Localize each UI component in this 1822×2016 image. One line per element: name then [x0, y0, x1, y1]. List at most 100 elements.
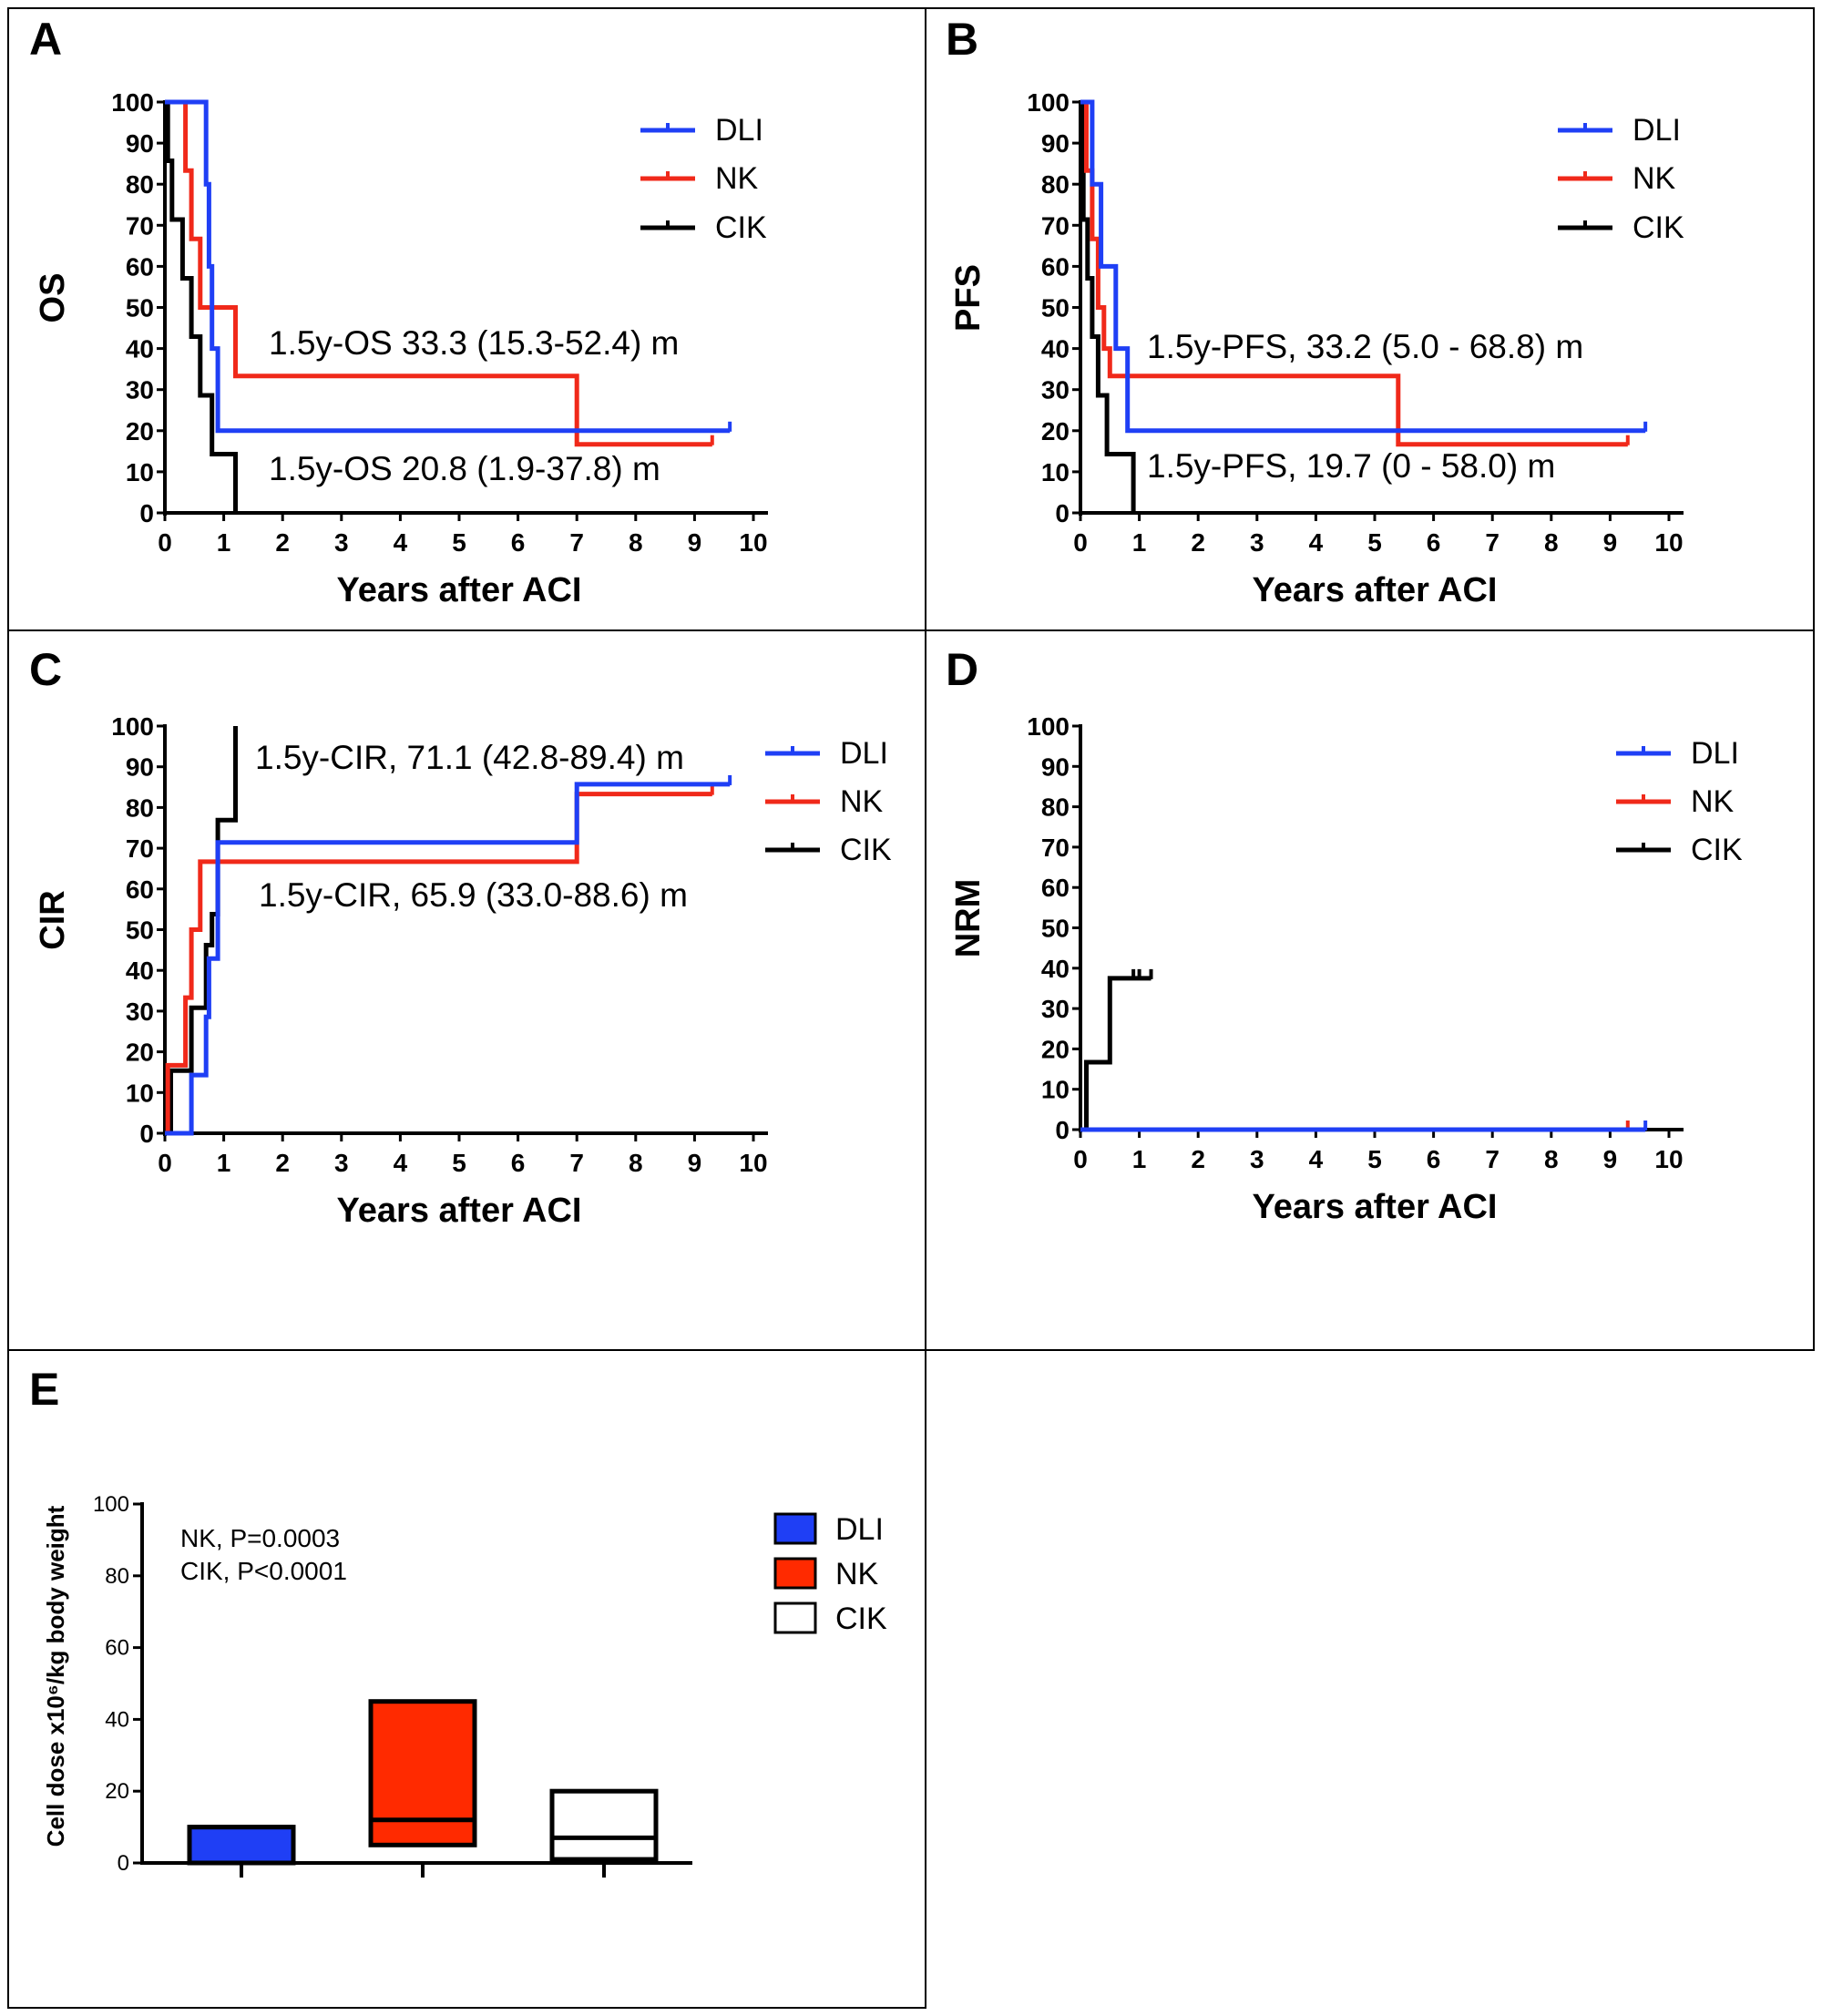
legend-label-dli: DLI	[840, 736, 888, 771]
y-tick-label: 0	[1055, 499, 1070, 527]
y-tick-label: 100	[1027, 88, 1070, 117]
annotation: 1.5y-PFS, 19.7 (0 - 58.0) m	[1147, 447, 1555, 485]
annotation: NK, P=0.0003	[180, 1524, 340, 1552]
legend-label-nk: NK	[715, 161, 759, 196]
y-tick-label: 70	[1041, 834, 1070, 862]
y-tick-label: 60	[126, 875, 154, 904]
y-tick-label: 0	[139, 499, 154, 527]
x-tick-label: 3	[334, 528, 349, 557]
x-tick-label: 10	[739, 1149, 767, 1177]
legend-label-cik: CIK	[1691, 833, 1743, 867]
panel-frames	[7, 7, 1815, 2009]
y-tick-label: 100	[1027, 712, 1070, 741]
y-tick-label: 10	[1041, 458, 1070, 486]
y-tick-label: 100	[111, 88, 154, 117]
panel-b: B 0 10 20 30 40 50 60 70 80 90 100 0 1 2 3 4 5 6 7 8 9 10 Years…	[946, 14, 1684, 609]
x-tick-label: 0	[1073, 528, 1088, 557]
x-axis-label: Years after ACI	[337, 1192, 582, 1230]
annotation: 1.5y-OS 33.3 (15.3-52.4) m	[269, 324, 679, 362]
legend-label-cik: CIK	[835, 1602, 887, 1636]
y-tick-label: 50	[1041, 294, 1070, 322]
x-tick-label: 2	[275, 1149, 290, 1177]
x-tick-label: 1	[217, 1149, 231, 1177]
x-tick-label: 4	[394, 528, 408, 557]
y-tick-label: 90	[126, 753, 154, 782]
panel-letter: C	[29, 644, 62, 695]
x-axis-label: Years after ACI	[1253, 1188, 1498, 1226]
bar-nk	[368, 1699, 477, 1847]
x-tick-label: 0	[1073, 1145, 1088, 1173]
series-line-cik	[165, 726, 238, 1136]
y-tick-label: 40	[126, 957, 154, 985]
panel-letter: B	[946, 14, 978, 65]
legend-label-dli: DLI	[835, 1512, 884, 1547]
y-tick-label: 10	[126, 1079, 154, 1107]
x-tick-label: 7	[569, 1149, 584, 1177]
frame-d	[925, 629, 1815, 1351]
legend-swatch-dli	[773, 1512, 817, 1545]
y-tick-label: 80	[126, 793, 154, 822]
series-line-nk	[1080, 99, 1628, 447]
y-tick-label: 60	[105, 1636, 129, 1661]
y-axis-label: CIR	[34, 890, 72, 949]
y-tick-label: 20	[1041, 1035, 1070, 1063]
x-tick-label: 2	[1191, 528, 1205, 557]
x-tick-label: 0	[158, 528, 172, 557]
panel-e: E 0 20 40 60 80 100 Cell dose x10⁶/kg body weig…	[29, 1364, 887, 1878]
y-axis-label: OS	[34, 273, 72, 323]
x-tick-label: 8	[629, 1149, 643, 1177]
x-tick-label: 7	[1485, 1145, 1500, 1173]
x-tick-label: 3	[334, 1149, 349, 1177]
x-tick-label: 4	[1309, 1145, 1324, 1173]
y-tick-label: 90	[1041, 129, 1070, 158]
y-tick-label: 70	[126, 211, 154, 240]
x-tick-label: 10	[1654, 1145, 1683, 1173]
legend-swatch-cik	[773, 1602, 817, 1634]
y-tick-label: 20	[105, 1779, 129, 1804]
x-axis-label: Years after ACI	[1253, 571, 1498, 609]
x-tick-label: 1	[1132, 1145, 1147, 1173]
panel-letter: D	[946, 644, 978, 695]
y-tick-label: 90	[126, 129, 154, 158]
x-tick-label: 4	[1309, 528, 1324, 557]
y-tick-label: 80	[1041, 170, 1070, 199]
legend-label-nk: NK	[835, 1557, 879, 1591]
x-tick-label: 7	[569, 528, 584, 557]
y-tick-label: 50	[126, 916, 154, 945]
panel-letter: E	[29, 1364, 59, 1415]
y-tick-label: 30	[126, 998, 154, 1026]
y-tick-label: 20	[126, 1039, 154, 1067]
legend-label-cik: CIK	[1633, 210, 1684, 245]
y-tick-label: 70	[1041, 211, 1070, 240]
legend-swatch-nk	[773, 1557, 817, 1590]
y-tick-label: 0	[139, 1120, 154, 1148]
y-tick-label: 50	[1041, 915, 1070, 943]
annotation: CIK, P<0.0001	[180, 1557, 347, 1585]
y-tick-label: 0	[1055, 1116, 1070, 1144]
y-tick-label: 80	[105, 1564, 129, 1589]
x-tick-label: 8	[1544, 528, 1559, 557]
x-tick-label: 5	[1367, 1145, 1382, 1173]
x-tick-label: 6	[511, 1149, 526, 1177]
series-line-nk	[165, 792, 712, 1136]
legend-label-cik: CIK	[840, 833, 892, 867]
legend-label-dli: DLI	[1691, 736, 1739, 771]
panel-letter: A	[29, 14, 62, 65]
legend-label-dli: DLI	[1633, 113, 1681, 148]
x-tick-label: 1	[217, 528, 231, 557]
y-tick-label: 50	[126, 294, 154, 322]
legend-label-nk: NK	[1691, 784, 1735, 819]
x-tick-label: 5	[452, 528, 466, 557]
x-tick-label: 8	[629, 528, 643, 557]
x-tick-label: 1	[1132, 528, 1147, 557]
y-tick-label: 30	[1041, 376, 1070, 404]
x-tick-label: 9	[688, 528, 702, 557]
x-tick-label: 5	[452, 1149, 466, 1177]
legend-label-cik: CIK	[715, 210, 767, 245]
y-tick-label: 80	[126, 170, 154, 199]
x-tick-label: 10	[1654, 528, 1683, 557]
y-tick-label: 40	[105, 1707, 129, 1732]
y-tick-label: 60	[126, 252, 154, 281]
panel-a: A 0 10 20 30 40 50 60 70 80 90 100 0 1 2 3 4 5 6 7 8 9 10 Years…	[29, 14, 768, 609]
